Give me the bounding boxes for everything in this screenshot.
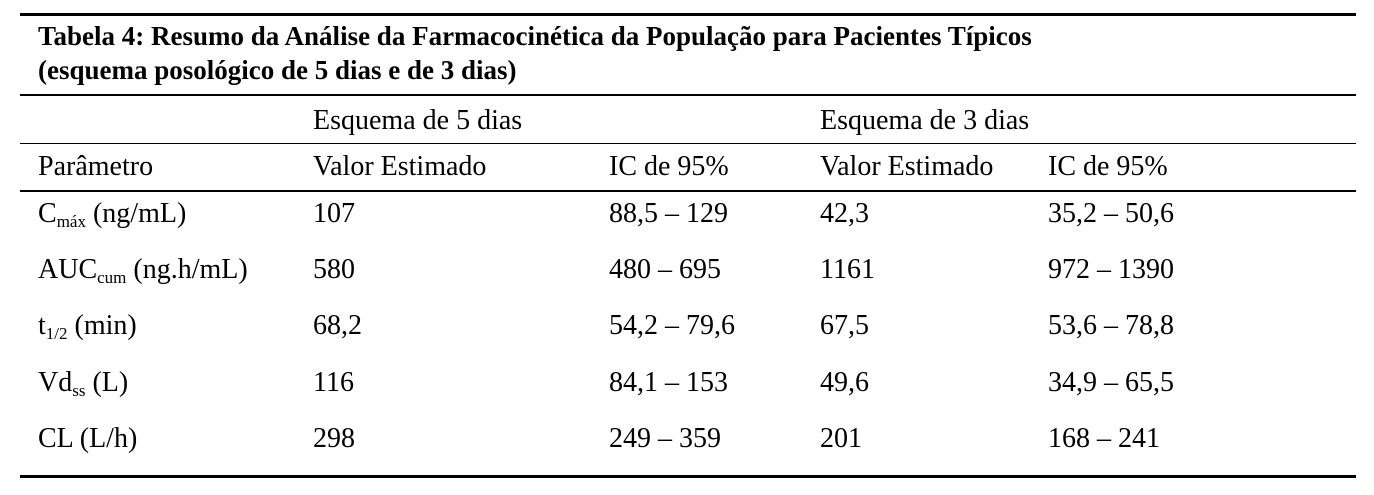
row-vdss-three-ci: 34,9 – 65,5 [1048,367,1174,398]
table-title-line-1: Tabela 4: Resumo da Análise da Farmacoci… [38,21,1032,51]
param-main: C [38,198,57,229]
row-cl-three-estimate: 201 [820,423,862,454]
row-half-life-five-ci: 54,2 – 79,6 [609,310,735,341]
param-main: Vd [38,367,73,398]
param-subscript: cum [97,268,127,287]
row-cmax-three-ci: 35,2 – 50,6 [1048,198,1174,229]
row-cl-five-ci: 249 – 359 [609,423,721,454]
row-vdss-five-ci: 84,1 – 153 [609,367,728,398]
row-cl-parameter: CL (L/h) [38,422,137,456]
param-subscript: 1/2 [45,324,68,343]
row-cl-three-ci: 168 – 241 [1048,423,1160,454]
group-header-rule [20,143,1356,144]
row-vdss-parameter: Vdss (L) [38,366,128,400]
param-unit: (L) [85,367,129,398]
param-main: AUC [38,254,98,285]
row-half-life-three-ci: 53,6 – 78,8 [1048,310,1174,341]
row-vdss-three-estimate: 49,6 [820,367,869,398]
table-bottom-rule [20,475,1356,478]
param-unit: (ng/mL) [85,198,187,229]
param-main: t [38,310,46,341]
column-header-parameter: Parâmetro [38,151,154,182]
row-cmax-five-ci: 88,5 – 129 [609,198,728,229]
group-header-five-day: Esquema de 5 dias [313,105,523,136]
row-cmax-parameter: Cmáx (ng/mL) [38,197,186,231]
title-rule [20,94,1356,96]
table-title: Tabela 4: Resumo da Análise da Farmacoci… [38,19,1032,87]
column-header-five-estimate: Valor Estimado [313,151,487,182]
param-main: CL (L/h) [38,423,138,454]
column-header-rule [20,190,1356,192]
row-auc-five-estimate: 580 [313,254,355,285]
table-title-line-2: (esquema posológico de 5 dias e de 3 dia… [38,55,517,85]
row-vdss-five-estimate: 116 [313,367,354,398]
row-auc-parameter: AUCcum (ng.h/mL) [38,253,248,287]
row-half-life-parameter: t1/2 (min) [38,309,137,343]
row-cmax-five-estimate: 107 [313,198,355,229]
column-header-three-estimate: Valor Estimado [820,151,994,182]
param-unit: (min) [67,310,137,341]
param-unit: (ng.h/mL) [126,254,248,285]
row-cl-five-estimate: 298 [313,423,355,454]
table-top-rule [20,13,1356,16]
row-auc-five-ci: 480 – 695 [609,254,721,285]
row-cmax-three-estimate: 42,3 [820,198,869,229]
param-subscript: ss [72,381,86,400]
row-auc-three-estimate: 1161 [820,254,875,285]
row-half-life-three-estimate: 67,5 [820,310,869,341]
column-header-three-ci: IC de 95% [1048,151,1168,182]
group-header-three-day: Esquema de 3 dias [820,105,1030,136]
row-half-life-five-estimate: 68,2 [313,310,362,341]
column-header-five-ci: IC de 95% [609,151,729,182]
row-auc-three-ci: 972 – 1390 [1048,254,1174,285]
param-subscript: máx [56,212,86,231]
